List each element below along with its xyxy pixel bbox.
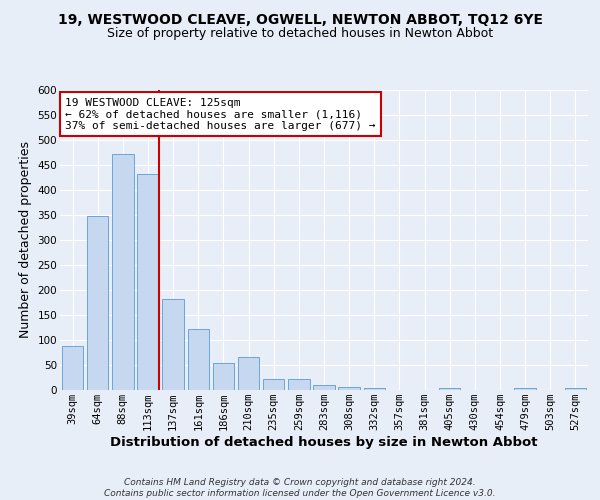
Bar [163,298,184,390]
Bar [137,174,158,390]
Bar [514,388,536,390]
X-axis label: Distribution of detached houses by size in Newton Abbot: Distribution of detached houses by size … [110,436,538,449]
Bar [313,384,335,390]
Bar [439,388,460,390]
Bar [288,379,310,390]
Text: Contains HM Land Registry data © Crown copyright and database right 2024.
Contai: Contains HM Land Registry data © Crown c… [104,478,496,498]
Text: Size of property relative to detached houses in Newton Abbot: Size of property relative to detached ho… [107,28,493,40]
Bar [338,387,360,390]
Bar [364,388,385,390]
Bar [188,329,209,390]
Text: 19, WESTWOOD CLEAVE, OGWELL, NEWTON ABBOT, TQ12 6YE: 19, WESTWOOD CLEAVE, OGWELL, NEWTON ABBO… [58,12,542,26]
Bar [263,379,284,390]
Bar [112,154,134,390]
Bar [238,356,259,390]
Text: 19 WESTWOOD CLEAVE: 125sqm
← 62% of detached houses are smaller (1,116)
37% of s: 19 WESTWOOD CLEAVE: 125sqm ← 62% of deta… [65,98,376,130]
Bar [565,388,586,390]
Bar [62,346,83,390]
Bar [213,363,234,390]
Y-axis label: Number of detached properties: Number of detached properties [19,142,32,338]
Bar [87,216,109,390]
